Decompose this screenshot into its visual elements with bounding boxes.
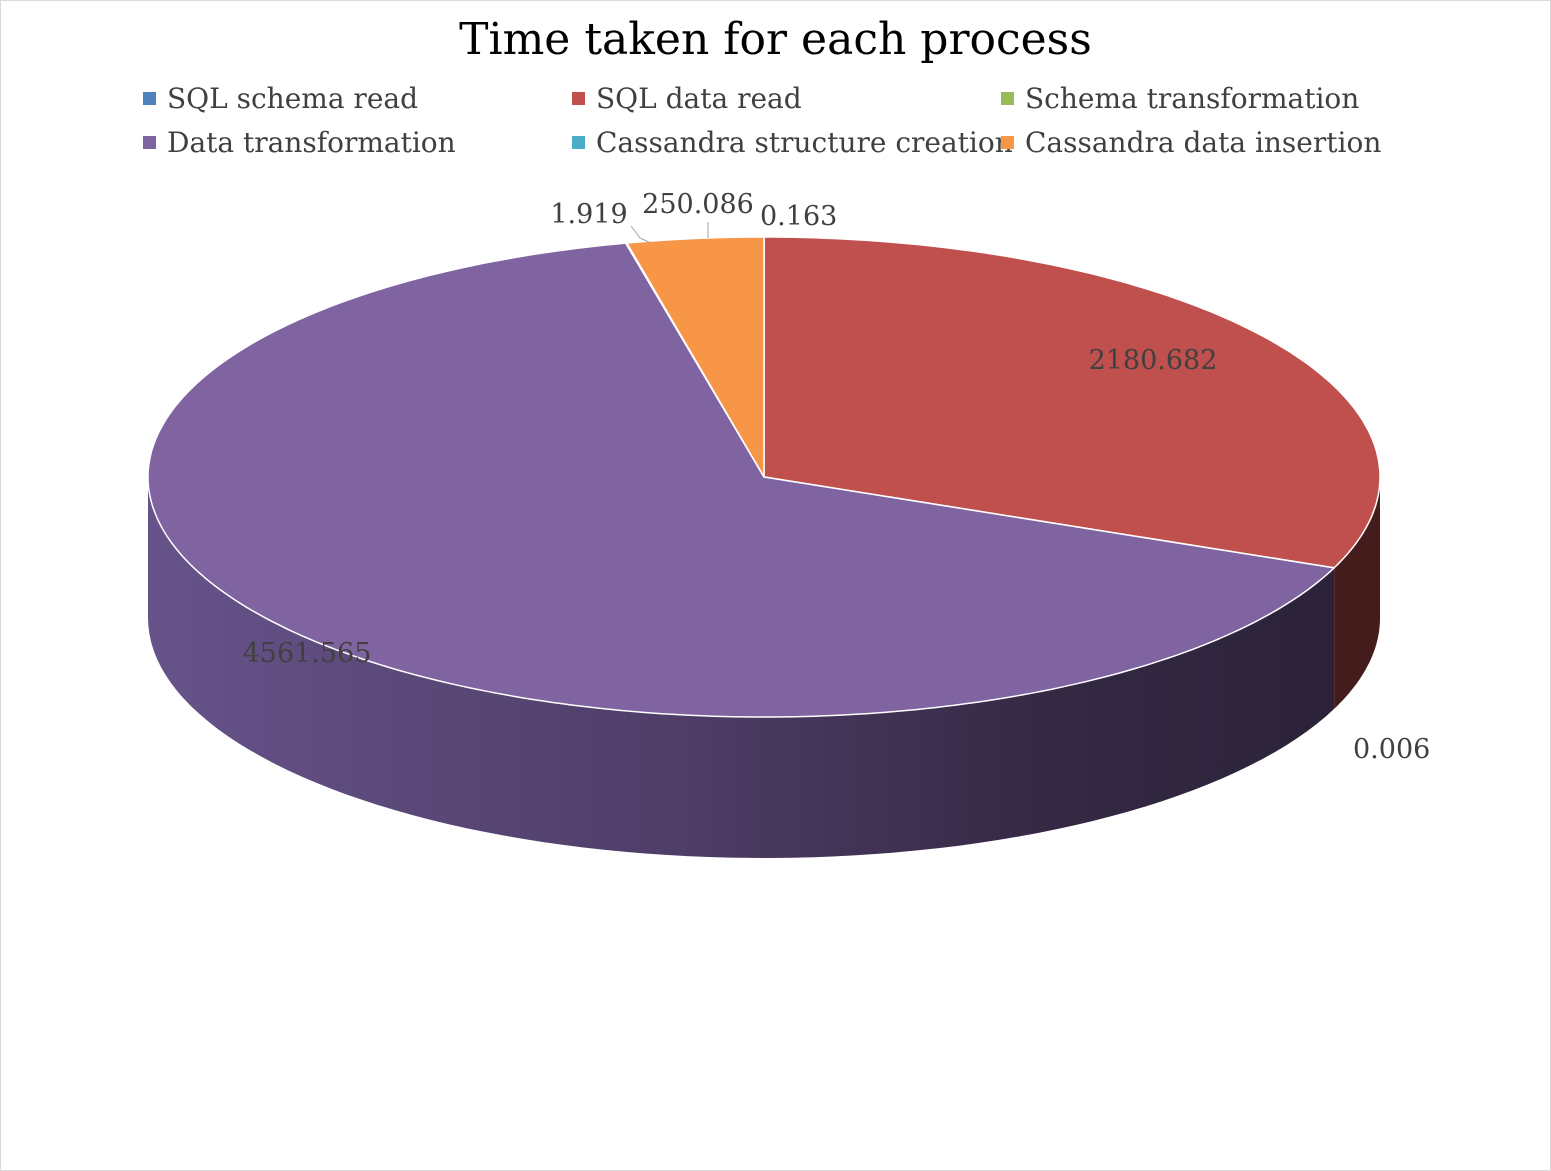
chart-title: Time taken for each process — [459, 14, 1092, 65]
data-label-schema-transformation: 0.006 — [1353, 734, 1430, 765]
legend-label: Schema transformation — [1025, 82, 1360, 115]
data-labels: 0.163 2180.682 0.006 4561.565 1.919 250.086 — [243, 189, 1431, 765]
pie-sides — [148, 477, 1380, 858]
slice-side-data-transformation — [148, 477, 1335, 858]
legend-swatch — [572, 92, 585, 105]
data-label-sql-schema-read: 0.163 — [760, 201, 837, 232]
leader-lines — [630, 222, 709, 244]
legend-swatch — [143, 136, 156, 149]
leader-line-cassandra-structure-creation — [630, 225, 652, 244]
data-label-cassandra-structure-creation: 1.919 — [550, 199, 627, 230]
legend-label: Data transformation — [167, 126, 456, 159]
legend-swatch — [1001, 92, 1014, 105]
legend-label: SQL data read — [596, 82, 802, 115]
legend-swatch — [1001, 136, 1014, 149]
data-label-cassandra-data-insertion: 250.086 — [642, 189, 754, 220]
slice-sql-data-read — [763, 236, 1381, 569]
legend-swatch — [143, 92, 156, 105]
legend-label: SQL schema read — [167, 82, 419, 115]
slice-data-transformation — [147, 242, 1335, 718]
data-label-sql-data-read: 2180.682 — [1089, 345, 1218, 376]
legend-label: Cassandra structure creation — [596, 126, 1013, 159]
pie-slices — [147, 236, 1381, 718]
legend-swatch — [572, 136, 585, 149]
slice-cassandra-data-insertion — [626, 236, 765, 478]
slice-side-sql-data-read — [1334, 477, 1380, 709]
data-label-data-transformation: 4561.565 — [243, 638, 372, 669]
legend-label: Cassandra data insertion — [1025, 126, 1382, 159]
